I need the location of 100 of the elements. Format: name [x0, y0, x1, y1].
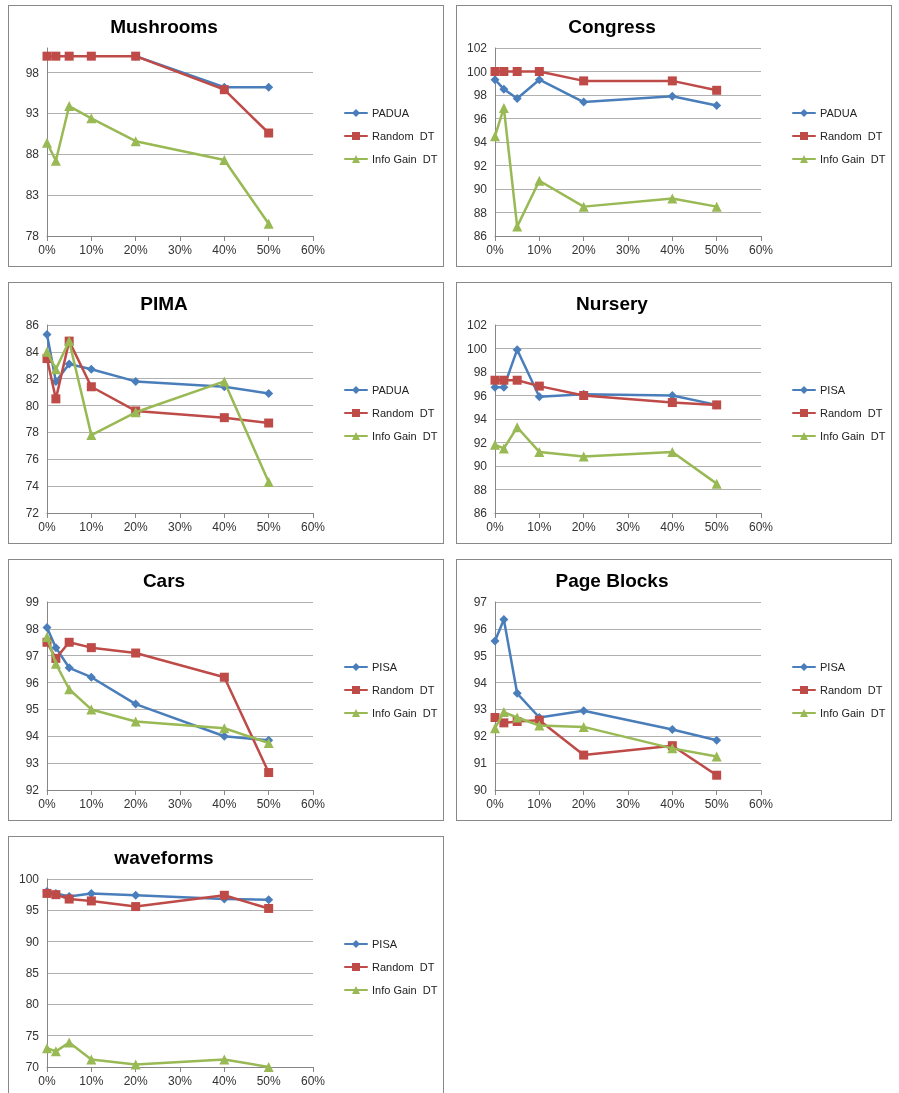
point — [263, 477, 274, 488]
x-tick-label: 60% — [300, 520, 326, 534]
y-tick-label: 98 — [25, 65, 40, 80]
point — [667, 391, 677, 400]
x-tick-label: 10% — [79, 1074, 104, 1088]
point — [534, 75, 544, 85]
chart-title: waveforms — [113, 847, 214, 868]
point — [64, 101, 75, 112]
y-tick-label: 80 — [25, 398, 40, 413]
point — [131, 890, 141, 900]
point — [86, 113, 97, 124]
chart-title: Mushrooms — [110, 16, 218, 37]
x-tick-label: 40% — [212, 520, 237, 534]
y-tick-label: 98 — [473, 365, 488, 379]
point — [499, 84, 509, 94]
point — [579, 750, 589, 760]
y-tick-label: 78 — [25, 425, 40, 440]
point — [499, 614, 509, 624]
point — [667, 398, 677, 408]
legend-label: PISA — [820, 384, 846, 396]
y-tick-label: 74 — [25, 479, 40, 494]
point — [490, 723, 500, 734]
y-tick-label: 88 — [25, 147, 40, 162]
point — [512, 67, 522, 76]
x-tick-label: 30% — [167, 520, 193, 534]
x-tick-label: 20% — [123, 1074, 148, 1088]
point — [498, 443, 509, 454]
y-tick-label: 91 — [473, 756, 488, 771]
point — [264, 388, 274, 398]
y-tick-label: 86 — [473, 229, 488, 243]
point — [264, 418, 274, 428]
point — [42, 1043, 52, 1054]
x-tick-label: 40% — [212, 797, 237, 811]
x-tick-label: 0% — [486, 520, 504, 534]
legend-label: Info Gain DT — [820, 430, 886, 442]
y-tick-label: 70 — [25, 1060, 40, 1074]
legend-label: Info Gain DT — [820, 707, 886, 719]
point — [512, 688, 522, 698]
point — [264, 768, 274, 778]
y-tick-label: 94 — [25, 729, 40, 744]
x-tick-label: 40% — [660, 520, 685, 534]
y-tick-label: 76 — [25, 452, 40, 467]
point — [498, 102, 509, 113]
x-tick-label: 10% — [79, 797, 104, 811]
y-tick-label: 88 — [473, 205, 488, 220]
y-tick-label: 96 — [473, 621, 488, 636]
point — [42, 137, 52, 148]
point — [51, 394, 61, 404]
point — [51, 643, 61, 653]
y-tick-label: 85 — [25, 966, 40, 980]
point — [42, 631, 52, 642]
x-tick-label: 0% — [486, 797, 504, 811]
legend-label: PISA — [372, 661, 398, 673]
point — [219, 376, 230, 387]
y-tick-label: 92 — [473, 729, 488, 744]
point — [219, 890, 229, 900]
x-tick-label: 0% — [38, 797, 56, 811]
x-tick-label: 50% — [256, 1074, 281, 1088]
y-tick-label: 72 — [25, 506, 40, 520]
chart-title: Nursery — [576, 293, 649, 314]
x-tick-label: 60% — [748, 243, 774, 257]
point — [711, 478, 722, 489]
point — [86, 51, 96, 61]
point — [579, 706, 589, 716]
legend-label: Random DT — [372, 684, 435, 696]
y-tick-label: 95 — [473, 648, 488, 663]
x-tick-label: 30% — [167, 797, 193, 811]
point — [130, 136, 141, 147]
point — [578, 721, 589, 732]
x-tick-label: 0% — [486, 243, 504, 257]
legend-label: Random DT — [820, 130, 883, 142]
point — [534, 381, 544, 391]
point — [512, 375, 522, 385]
legend-label: Info Gain DT — [372, 153, 438, 165]
point — [219, 154, 230, 165]
legend-label: Info Gain DT — [372, 707, 438, 719]
y-tick-label: 86 — [25, 318, 40, 332]
x-tick-label: 10% — [527, 243, 552, 257]
point — [578, 201, 589, 212]
point — [534, 720, 545, 731]
legend-label: PADUA — [820, 107, 858, 119]
point — [219, 672, 229, 682]
point — [490, 439, 500, 450]
x-tick-label: 50% — [256, 797, 281, 811]
y-tick-label: 86 — [473, 506, 488, 520]
point — [64, 359, 74, 369]
y-tick-label: 88 — [473, 482, 488, 497]
point — [131, 376, 141, 386]
y-tick-label: 100 — [18, 872, 40, 886]
point — [499, 67, 509, 76]
point — [86, 704, 97, 715]
point — [86, 382, 96, 392]
y-tick-label: 82 — [25, 371, 40, 386]
x-tick-label: 60% — [300, 1074, 326, 1088]
legend-label: Random DT — [820, 407, 883, 419]
x-tick-label: 40% — [660, 243, 685, 257]
point — [712, 770, 722, 780]
chart-title: Page Blocks — [555, 570, 669, 591]
x-tick-label: 10% — [79, 520, 104, 534]
x-tick-label: 50% — [256, 520, 281, 534]
